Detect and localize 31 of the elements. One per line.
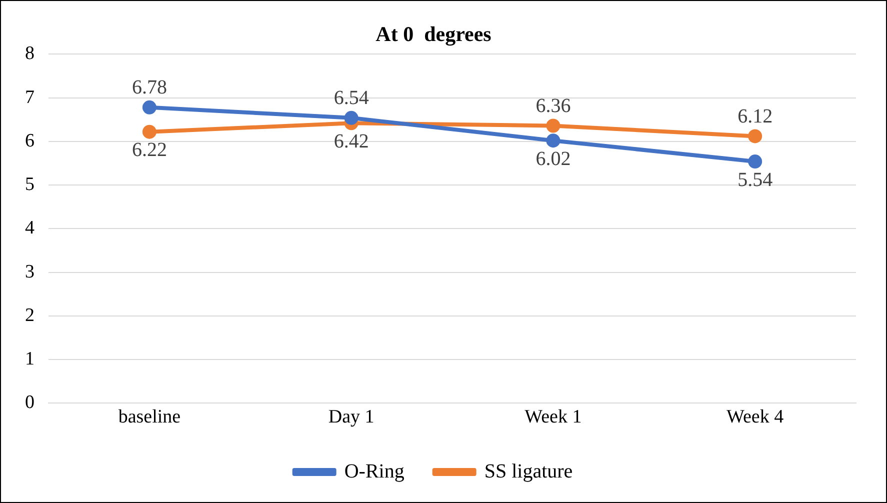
x-tick-label: baseline <box>118 406 181 428</box>
data-label: 5.54 <box>738 168 773 191</box>
chart-title: At 0 degrees <box>376 22 492 46</box>
point <box>142 100 156 114</box>
y-tick-label: 1 <box>25 348 34 370</box>
data-label: 6.22 <box>132 139 167 162</box>
data-label: 6.12 <box>738 105 773 128</box>
point <box>546 134 560 148</box>
y-tick-label: 2 <box>25 304 34 326</box>
y-tick-label: 0 <box>25 392 34 414</box>
point <box>142 124 156 139</box>
data-label: 6.42 <box>334 130 369 152</box>
y-tick-label: 8 <box>25 43 34 64</box>
y-tick-label: 6 <box>25 130 34 152</box>
x-tick-label: Week 1 <box>524 406 582 428</box>
point <box>748 154 762 169</box>
y-tick-label: 4 <box>25 218 35 239</box>
y-tick-label: 5 <box>25 174 34 196</box>
point <box>344 110 358 125</box>
data-label: 6.02 <box>536 148 571 170</box>
y-tick-label: 3 <box>25 261 34 282</box>
x-tick-label: Week 4 <box>726 406 784 428</box>
point <box>546 118 560 133</box>
legend-label: SS ligature <box>484 460 573 482</box>
data-label: 6.78 <box>132 76 167 99</box>
y-tick-label: 7 <box>25 86 34 108</box>
data-label: 6.36 <box>536 94 571 117</box>
data-label: 6.54 <box>334 87 369 110</box>
x-tick-label: Day 1 <box>328 406 374 428</box>
legend-label: O-Ring <box>344 460 404 482</box>
point <box>748 129 762 144</box>
